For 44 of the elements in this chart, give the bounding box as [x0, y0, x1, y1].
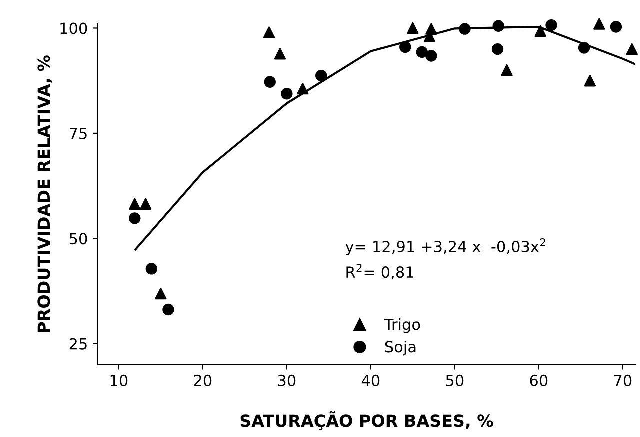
y-tick-label: 100 [60, 22, 88, 34]
point [501, 64, 513, 76]
point [626, 43, 638, 56]
legend-label: Soja [385, 340, 416, 356]
y-tick-label: 25 [70, 338, 87, 350]
point [162, 304, 174, 316]
point [407, 22, 419, 34]
x-tick-label: 50 [446, 374, 464, 386]
annotation: R$^{2}$= 0,81 [346, 264, 414, 280]
point [584, 75, 596, 87]
point [140, 198, 152, 210]
point [297, 82, 309, 95]
point [146, 263, 158, 275]
point [263, 26, 276, 38]
x-tick-label: 60 [530, 374, 548, 386]
point [594, 18, 606, 30]
point [426, 50, 438, 62]
x-tick-label: 40 [362, 374, 380, 386]
point [534, 25, 546, 38]
x-tick-label: 30 [278, 374, 296, 386]
point [492, 43, 504, 56]
x-axis-title: SATURAÇÃO POR BASES, % [240, 411, 494, 430]
point [400, 41, 412, 54]
point [316, 70, 328, 82]
point [610, 21, 622, 33]
point [281, 88, 293, 100]
point [492, 20, 504, 32]
point [264, 76, 276, 88]
point [546, 19, 558, 32]
point [155, 288, 167, 300]
x-tick-label: 70 [614, 374, 632, 386]
point [129, 212, 141, 224]
point [274, 48, 286, 60]
legend-label: Trigo [384, 318, 420, 334]
y-axis-title: PRODUTIVIDADE RELATIVA, % [38, 56, 52, 332]
y-tick-label: 50 [70, 233, 88, 245]
point [578, 42, 590, 54]
y-tick-label: 75 [70, 128, 87, 140]
x-tick-label: 20 [194, 374, 212, 386]
x-tick-label: 10 [110, 374, 128, 386]
point [416, 46, 428, 58]
point [129, 198, 141, 210]
annotation: y= 12,91 +3,24 x -0,03x$^{2}$ [346, 238, 546, 256]
point [459, 23, 471, 35]
